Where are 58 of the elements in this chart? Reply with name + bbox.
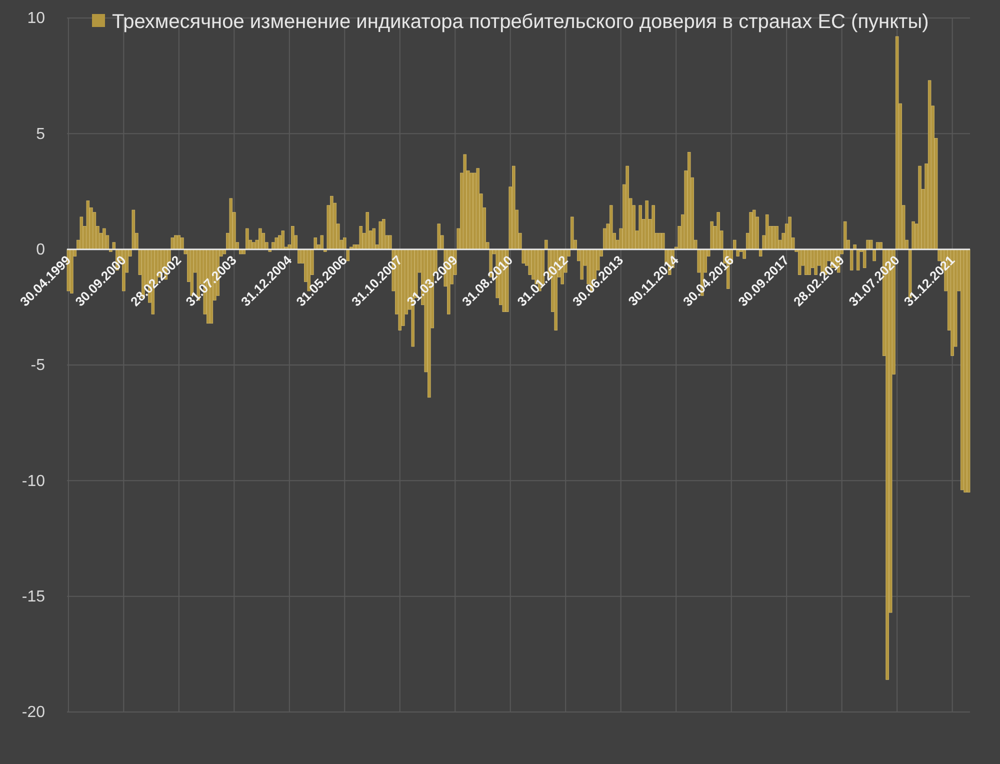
- y-tick-label: 5: [36, 126, 46, 143]
- bar: [258, 228, 262, 250]
- bar: [291, 226, 294, 250]
- bar: [174, 235, 178, 250]
- bar: [281, 230, 285, 250]
- bar: [246, 228, 249, 250]
- y-tick-label: 10: [27, 10, 46, 28]
- bar: [749, 212, 752, 250]
- bar: [918, 166, 922, 250]
- bar: [80, 216, 84, 250]
- y-tick-label: -10: [22, 472, 46, 490]
- bar: [716, 212, 720, 250]
- bar: [366, 212, 370, 250]
- bar: [570, 216, 574, 250]
- bar: [645, 200, 648, 250]
- y-tick-label: -15: [22, 588, 46, 606]
- bar: [274, 238, 278, 250]
- bar: [112, 242, 116, 250]
- bar: [352, 244, 356, 250]
- bar: [960, 249, 964, 490]
- bar: [687, 152, 691, 250]
- bar: [658, 232, 662, 250]
- y-tick-label: -5: [30, 357, 46, 374]
- bar: [609, 205, 613, 250]
- bar: [752, 210, 756, 250]
- bar: [378, 221, 382, 250]
- bar: [772, 226, 776, 250]
- bar: [382, 219, 386, 250]
- bar: [879, 242, 882, 250]
- legend-label: Трехмесячное изменение индикатора потребительского доверия в странах ЕС (пункты): [112, 11, 929, 33]
- y-tick-label: -20: [22, 704, 46, 722]
- bar: [372, 228, 376, 250]
- bar: [320, 235, 324, 250]
- bar: [70, 249, 74, 294]
- bar: [626, 166, 629, 250]
- bar: [843, 221, 847, 250]
- bar: [966, 249, 970, 492]
- bar: [177, 235, 181, 250]
- bar: [788, 216, 792, 250]
- bar: [470, 172, 474, 250]
- bar: [895, 36, 899, 250]
- y-tick-label: 0: [36, 241, 46, 258]
- bar: [928, 80, 932, 250]
- bar: [359, 226, 363, 250]
- bar: [242, 249, 246, 254]
- bar: [229, 198, 233, 250]
- bar: [222, 249, 226, 254]
- bar: [964, 249, 967, 492]
- bar: [652, 205, 655, 250]
- bar: [775, 226, 778, 250]
- bar: [86, 200, 90, 250]
- bar: [476, 168, 480, 250]
- bar: [463, 154, 467, 250]
- bar: [512, 166, 516, 250]
- bar: [765, 214, 769, 250]
- bar: [330, 196, 334, 250]
- bar: [102, 228, 106, 250]
- bar: [638, 205, 642, 250]
